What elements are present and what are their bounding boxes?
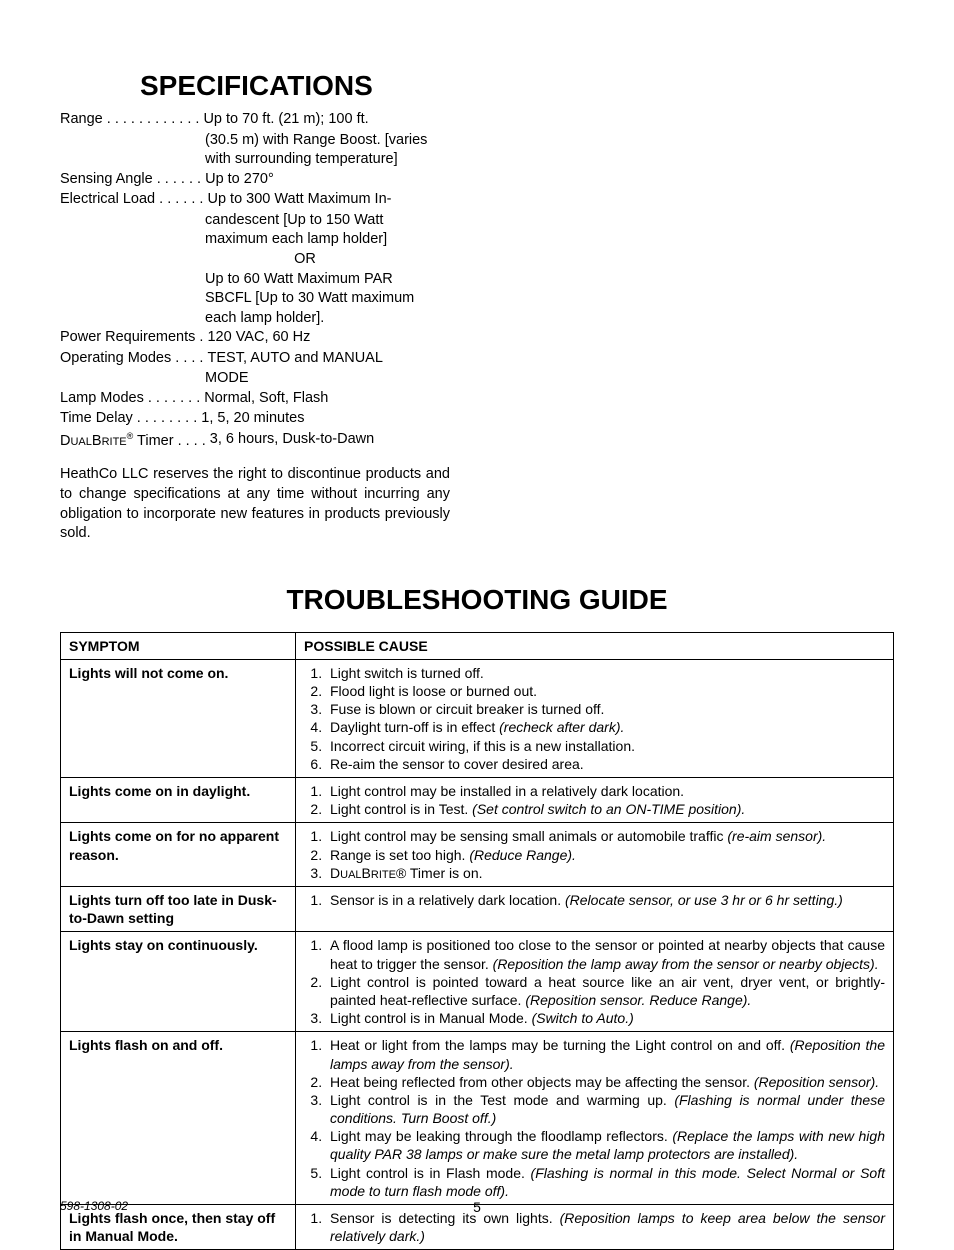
- spec-label: DUALBRITE® Timer . . . .: [60, 430, 206, 451]
- spec-row: Range . . . . . . . . . . . . Up to 70 f…: [60, 110, 450, 130]
- spec-row: DUALBRITE® Timer . . . . 3, 6 hours, Dus…: [60, 430, 450, 451]
- cause-item: Light control may be sensing small anima…: [326, 827, 885, 845]
- cause-cell: Light control may be sensing small anima…: [296, 823, 894, 887]
- cause-item: Light may be leaking through the floodla…: [326, 1127, 885, 1163]
- spec-row: Lamp Modes . . . . . . . Normal, Soft, F…: [60, 389, 450, 409]
- symptom-cell: Lights stay on continuously.: [61, 932, 296, 1032]
- spec-label: Power Requirements .: [60, 328, 203, 348]
- table-row: Lights come on in daylight. Light control…: [61, 777, 894, 822]
- cause-list: A flood lamp is positioned too close to …: [304, 936, 885, 1027]
- cause-cell: A flood lamp is positioned too close to …: [296, 932, 894, 1032]
- cause-cell: Sensor is in a relatively dark location.…: [296, 887, 894, 932]
- symptom-cell: Lights come on for no apparent reason.: [61, 823, 296, 887]
- cause-list: Light control may be installed in a rela…: [304, 782, 885, 818]
- table-row: Lights flash on and off. Heat or light fr…: [61, 1032, 894, 1205]
- cause-item: Daylight turn-off is in effect (recheck …: [326, 718, 885, 736]
- symptom-cell: Lights flash on and off.: [61, 1032, 296, 1205]
- cause-item: DUALBRITE® Timer is on.: [326, 864, 885, 882]
- footer-page-number: 5: [473, 1199, 481, 1215]
- document-page: SPECIFICATIONS Range . . . . . . . . . .…: [0, 0, 954, 1235]
- spec-value: Up to 70 ft. (21 m); 100 ft.: [199, 110, 450, 130]
- spec-value: 1, 5, 20 minutes: [197, 409, 450, 429]
- cause-cell: Light switch is turned off.Flood light i…: [296, 659, 894, 777]
- spec-value: 120 VAC, 60 Hz: [203, 328, 450, 348]
- symptom-cell: Lights will not come on.: [61, 659, 296, 777]
- spec-label: Electrical Load . . . . . .: [60, 190, 203, 210]
- cause-item: Range is set too high. (Reduce Range).: [326, 846, 885, 864]
- disclaimer-text: HeathCo LLC reserves the right to discon…: [60, 465, 450, 543]
- spec-label: Range . . . . . . . . . . . .: [60, 110, 199, 130]
- footer-doc-number: 598-1308-02: [60, 1199, 128, 1213]
- cause-item: Re-aim the sensor to cover desired area.: [326, 755, 885, 773]
- table-row: Lights come on for no apparent reason. Li…: [61, 823, 894, 887]
- spec-label: Sensing Angle . . . . . .: [60, 170, 201, 190]
- cause-list: Light control may be sensing small anima…: [304, 827, 885, 882]
- cause-list: Heat or light from the lamps may be turn…: [304, 1036, 885, 1200]
- cause-cell: Heat or light from the lamps may be turn…: [296, 1032, 894, 1205]
- page-footer: 598-1308-02 5: [60, 1199, 894, 1213]
- cause-list: Sensor is in a relatively dark location.…: [304, 891, 885, 909]
- cause-item: Heat or light from the lamps may be turn…: [326, 1036, 885, 1072]
- cause-item: Light switch is turned off.: [326, 664, 885, 682]
- spec-value-continuation: SBCFL [Up to 30 Watt maximum: [205, 289, 450, 309]
- cause-item: Heat being reflected from other objects …: [326, 1073, 885, 1091]
- cause-list: Light switch is turned off.Flood light i…: [304, 664, 885, 773]
- table-row: Lights stay on continuously. A flood lamp…: [61, 932, 894, 1032]
- cause-item: Sensor is detecting its own lights. (Rep…: [326, 1209, 885, 1245]
- spec-value-continuation: (30.5 m) with Range Boost. [varies: [205, 131, 450, 151]
- cause-item: Flood light is loose or burned out.: [326, 682, 885, 700]
- spec-value: 3, 6 hours, Dusk-to-Dawn: [206, 430, 450, 451]
- spec-label: Time Delay . . . . . . . .: [60, 409, 197, 429]
- cause-item: Sensor is in a relatively dark location.…: [326, 891, 885, 909]
- cause-item: Light control is in the Test mode and wa…: [326, 1091, 885, 1127]
- table-header-cause: POSSIBLE CAUSE: [296, 632, 894, 659]
- cause-item: A flood lamp is positioned too close to …: [326, 936, 885, 972]
- troubleshooting-heading: TROUBLESHOOTING GUIDE: [60, 584, 894, 616]
- spec-label: Operating Modes . . . .: [60, 349, 203, 369]
- table-row: Lights turn off too late in Dusk-to-Dawn…: [61, 887, 894, 932]
- spec-value-continuation: with surrounding temperature]: [205, 150, 450, 170]
- spec-label: Lamp Modes . . . . . . .: [60, 389, 200, 409]
- specifications-heading: SPECIFICATIONS: [140, 70, 894, 102]
- cause-item: Light control is in Test. (Set control s…: [326, 800, 885, 818]
- cause-cell: Light control may be installed in a rela…: [296, 777, 894, 822]
- cause-item: Light control may be installed in a rela…: [326, 782, 885, 800]
- spec-value: Up to 270°: [201, 170, 450, 190]
- cause-item: Fuse is blown or circuit breaker is turn…: [326, 700, 885, 718]
- cause-item: Light control is in Flash mode. (Flashin…: [326, 1164, 885, 1200]
- specifications-block: Range . . . . . . . . . . . . Up to 70 f…: [60, 110, 450, 451]
- spec-row: Electrical Load . . . . . . Up to 300 Wa…: [60, 190, 450, 210]
- cause-list: Sensor is detecting its own lights. (Rep…: [304, 1209, 885, 1245]
- spec-row: Operating Modes . . . . TEST, AUTO and M…: [60, 349, 450, 369]
- spec-row: Sensing Angle . . . . . . Up to 270°: [60, 170, 450, 190]
- spec-value-continuation: candescent [Up to 150 Watt: [205, 211, 450, 231]
- spec-value: Normal, Soft, Flash: [200, 389, 450, 409]
- spec-row: Power Requirements . 120 VAC, 60 Hz: [60, 328, 450, 348]
- cause-item: Light control is in Manual Mode. (Switch…: [326, 1009, 885, 1027]
- spec-value-continuation: Up to 60 Watt Maximum PAR: [205, 270, 450, 290]
- spec-value: TEST, AUTO and MANUAL: [203, 349, 450, 369]
- spec-value: Up to 300 Watt Maximum In-: [203, 190, 450, 210]
- spec-value-continuation: MODE: [205, 369, 450, 389]
- cause-item: Incorrect circuit wiring, if this is a n…: [326, 737, 885, 755]
- spec-or-separator: OR: [205, 250, 405, 270]
- table-row: Lights will not come on.Light switch is …: [61, 659, 894, 777]
- table-header-symptom: SYMPTOM: [61, 632, 296, 659]
- symptom-cell: Lights come on in daylight.: [61, 777, 296, 822]
- spec-value-continuation: each lamp holder].: [205, 309, 450, 329]
- spec-row: Time Delay . . . . . . . . 1, 5, 20 minu…: [60, 409, 450, 429]
- symptom-cell: Lights turn off too late in Dusk-to-Dawn…: [61, 887, 296, 932]
- troubleshooting-table: SYMPTOM POSSIBLE CAUSE Lights will not c…: [60, 632, 894, 1250]
- spec-value-continuation: maximum each lamp holder]: [205, 230, 450, 250]
- cause-item: Light control is pointed toward a heat s…: [326, 973, 885, 1009]
